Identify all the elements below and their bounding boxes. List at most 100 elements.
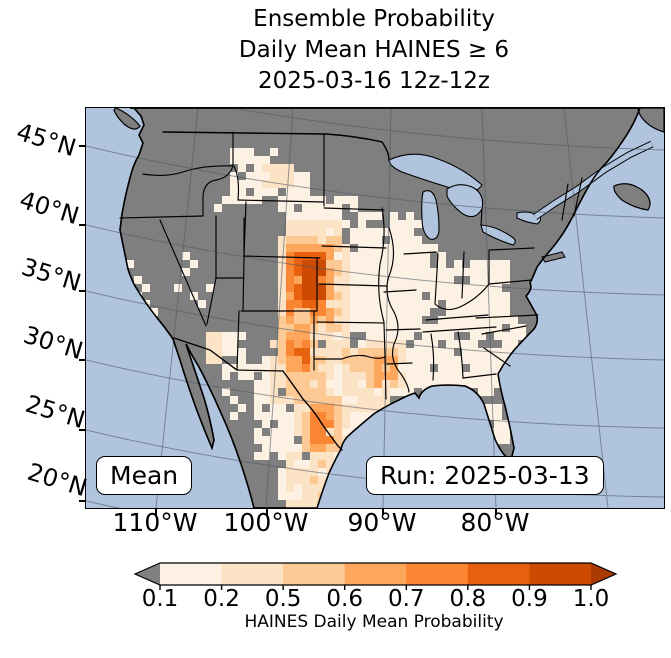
field-cell [406, 220, 414, 228]
field-cell [422, 300, 430, 308]
field-cell [334, 252, 342, 260]
field-cell [302, 308, 310, 316]
field-cell [286, 476, 294, 484]
field-cell [334, 372, 342, 380]
field-cell [302, 468, 310, 476]
field-cell [310, 500, 318, 508]
field-cell [374, 356, 382, 364]
field-cell [486, 260, 494, 268]
field-cell [238, 156, 246, 164]
lat-tick-25n: 25°N [22, 389, 89, 435]
field-cell [414, 300, 422, 308]
field-cell [278, 172, 286, 180]
field-cell [302, 228, 310, 236]
field-cell [286, 228, 294, 236]
field-cell [262, 436, 270, 444]
field-cell [134, 276, 142, 284]
field-cell [334, 300, 342, 308]
field-cell [278, 332, 286, 340]
field-cell [494, 412, 502, 420]
field-cell [478, 284, 486, 292]
field-cell [422, 372, 430, 380]
field-cell [302, 204, 310, 212]
field-cell [206, 284, 214, 292]
field-cell [494, 276, 502, 284]
field-cell [302, 324, 310, 332]
field-cell [398, 236, 406, 244]
field-cell [454, 260, 462, 268]
field-cell [494, 380, 502, 388]
field-cell [294, 372, 302, 380]
field-cell [374, 380, 382, 388]
field-cell [326, 260, 334, 268]
title-line-3: 2025-03-16 12z-12z [258, 68, 490, 94]
state-borders [119, 131, 583, 400]
long-island [541, 251, 566, 263]
field-cell [478, 316, 486, 324]
field-cell [366, 388, 374, 396]
field-cell [438, 356, 446, 364]
field-cell [286, 292, 294, 300]
field-cell [254, 172, 262, 180]
field-cell [342, 380, 350, 388]
field-cell [262, 420, 270, 428]
field-cell [294, 492, 302, 500]
field-cell [414, 292, 422, 300]
field-cell [310, 420, 318, 428]
field-cell [342, 356, 350, 364]
field-cell [398, 356, 406, 364]
field-cell [222, 340, 230, 348]
field-cell [430, 284, 438, 292]
field-cell [390, 260, 398, 268]
field-cell [430, 292, 438, 300]
field-cell [310, 212, 318, 220]
field-cell [502, 276, 510, 284]
colorbar-segment [344, 563, 407, 585]
field-cell [318, 428, 326, 436]
field-cell [398, 308, 406, 316]
field-cell [462, 308, 470, 316]
field-cell [374, 308, 382, 316]
field-cell [294, 196, 302, 204]
field-cell [254, 404, 262, 412]
field-cell [454, 324, 462, 332]
field-cell [414, 364, 422, 372]
colorbar-tick-label: 0.2 [203, 586, 240, 612]
field-cell [294, 444, 302, 452]
field-cell [318, 332, 326, 340]
field-cell [350, 204, 358, 212]
field-cell [278, 364, 286, 372]
field-cell [366, 404, 374, 412]
field-cell [246, 180, 254, 188]
field-cell [278, 340, 286, 348]
field-cell [302, 188, 310, 196]
field-cell [286, 380, 294, 388]
field-cell [478, 348, 486, 356]
field-cell [374, 276, 382, 284]
field-cell [478, 364, 486, 372]
field-cell [374, 372, 382, 380]
field-cell [342, 316, 350, 324]
field-cell [254, 188, 262, 196]
field-cell [358, 284, 366, 292]
field-cell [310, 372, 318, 380]
y-axis-tick [79, 500, 85, 502]
field-cell [438, 292, 446, 300]
field-cell [342, 300, 350, 308]
field-cell [358, 356, 366, 364]
field-cell [462, 340, 470, 348]
field-cell [302, 340, 310, 348]
field-cell [342, 372, 350, 380]
field-cell [286, 172, 294, 180]
field-cell [390, 292, 398, 300]
field-cell [406, 252, 414, 260]
field-cell [334, 428, 342, 436]
field-cell [342, 220, 350, 228]
field-cell [278, 476, 286, 484]
field-cell [318, 220, 326, 228]
field-cell [294, 364, 302, 372]
field-cell [302, 388, 310, 396]
field-cell [302, 348, 310, 356]
field-cell [350, 356, 358, 364]
field-cell [262, 452, 270, 460]
